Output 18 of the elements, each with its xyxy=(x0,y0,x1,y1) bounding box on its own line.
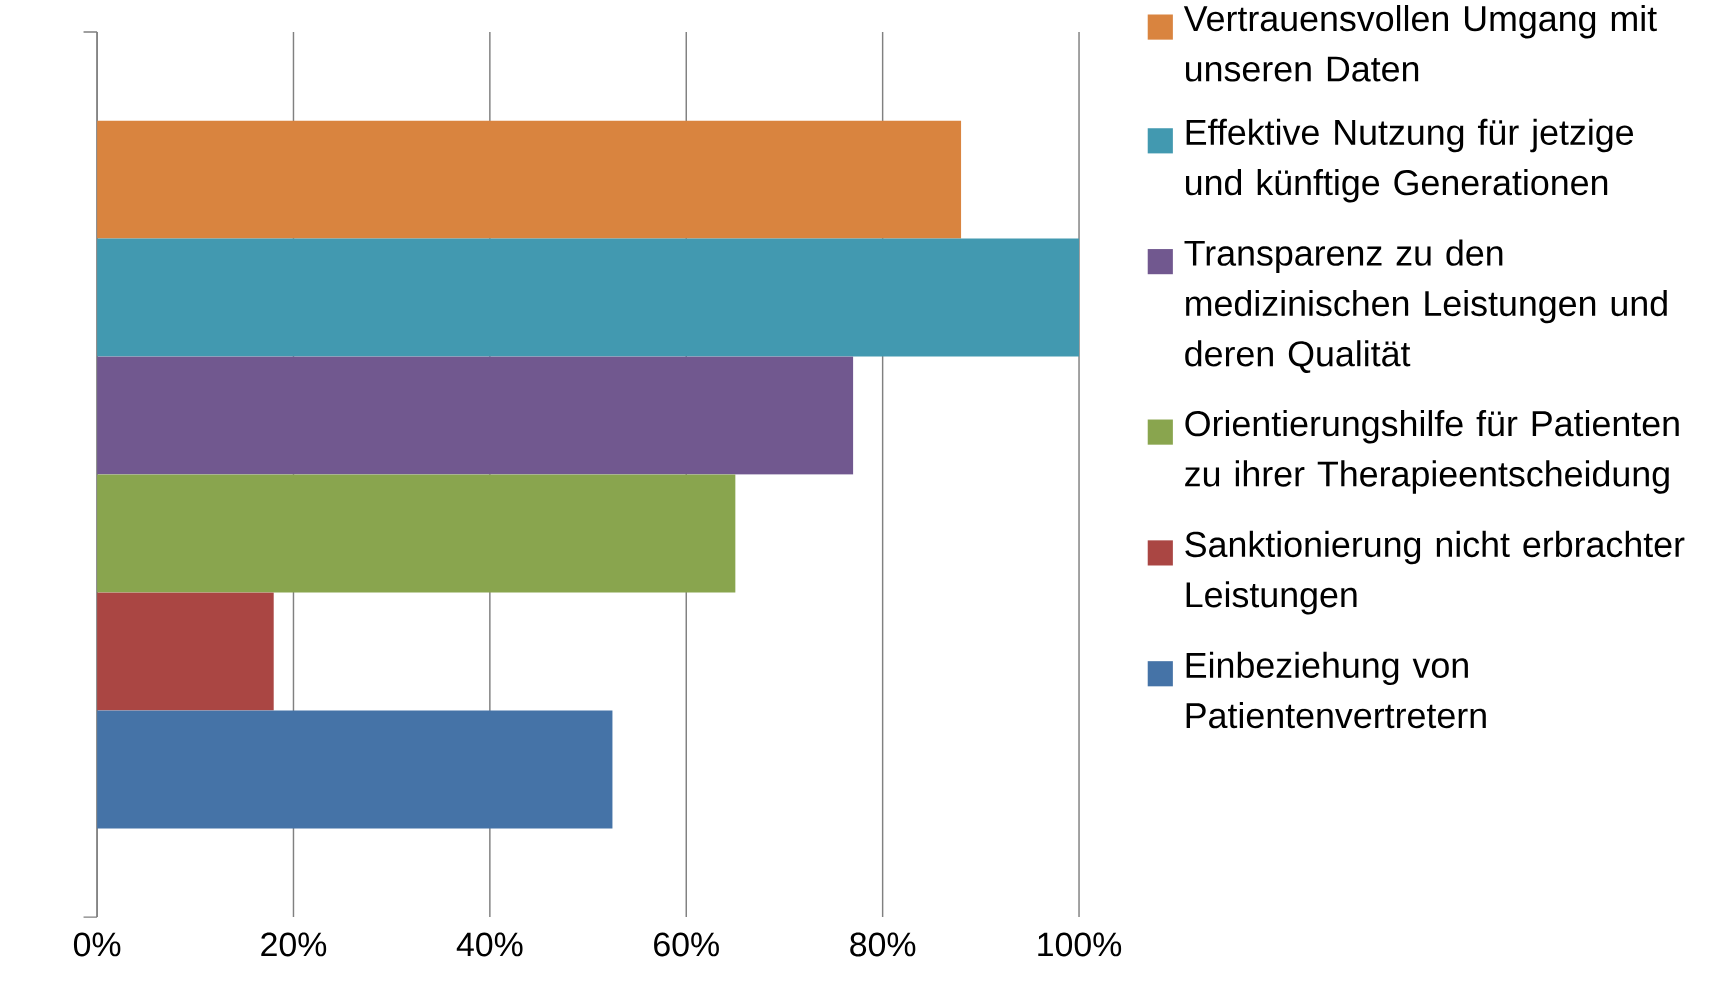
x-tick-label: 40% xyxy=(456,932,523,957)
legend-label: Sanktionierung nicht erbrachter Leistungen xyxy=(1185,530,1685,615)
legend-label: Effektive Nutzung für jetzige und künftige Generationen xyxy=(1186,118,1634,203)
legend-label: Transparenz zu den medizinischen Leistungen und deren Qualität xyxy=(1184,239,1667,373)
bar xyxy=(97,474,736,593)
x-tick-label: 100% xyxy=(1038,932,1122,957)
x-tick-label: 0% xyxy=(73,932,121,957)
legend-label: Vertrauensvollen Umgang mit unseren Daten xyxy=(1183,4,1657,82)
x-tick-label: 60% xyxy=(654,932,719,957)
x-tick-label: 20% xyxy=(261,932,327,957)
x-tick-label: 80% xyxy=(850,932,916,957)
bar xyxy=(97,710,613,829)
bar xyxy=(97,356,854,475)
bar xyxy=(97,120,962,239)
legend-label: Orientierungshilfe für Patienten zu ihrer Therapieentscheidung xyxy=(1185,409,1679,494)
bar xyxy=(97,238,1080,357)
legend-label: Einbeziehung von Patientenvertretern xyxy=(1186,651,1486,729)
bar xyxy=(97,592,274,711)
